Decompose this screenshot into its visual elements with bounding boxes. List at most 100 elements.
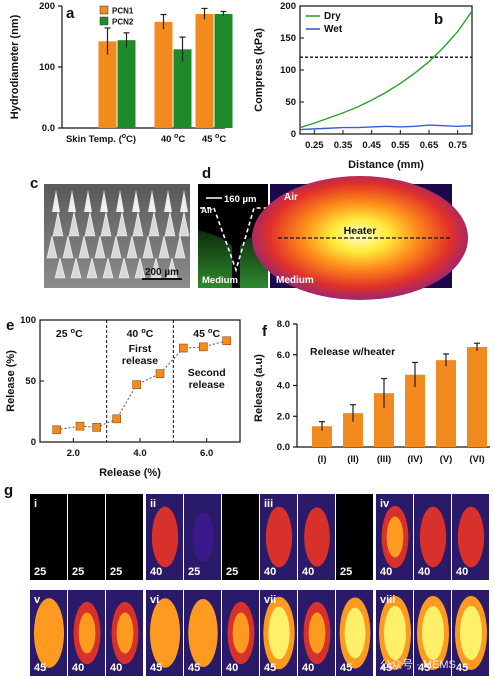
a-ytick-label: 100 (39, 62, 55, 73)
a-legend-label: PCN2 (112, 18, 134, 27)
g-roman-label: vi (150, 594, 159, 606)
g-temperature-label: 45 (456, 662, 468, 674)
g-roman-label: viii (380, 594, 395, 606)
e-data-point (179, 343, 188, 353)
g-temperature-label: 40 (264, 566, 276, 578)
e-data-point (155, 369, 165, 378)
f-ytick-label: 6.0 (277, 350, 290, 361)
c-microneedle (142, 235, 154, 259)
c-microneedle (78, 235, 90, 259)
c-microneedle (178, 211, 190, 237)
g-heat-core (116, 612, 134, 654)
d-medium-right: Medium (276, 275, 314, 286)
f-y-axis-title: Release (a.u) (253, 354, 265, 422)
c-microneedle-tip (84, 190, 92, 212)
e-data-point (92, 423, 101, 432)
g-temperature-label: 40 (302, 662, 314, 674)
e-y-axis-title: Release (%) (5, 350, 17, 412)
g-roman-label: ii (150, 498, 156, 510)
b-xtick-label: 0.35 (334, 140, 353, 151)
panel-c-sem-image: c 200 µm (30, 175, 190, 288)
c-scale-label: 200 µm (145, 267, 179, 278)
e-ytick-label: 100 (20, 315, 36, 326)
e-xtick-label: 4.0 (133, 448, 146, 459)
g-temperature-label: 40 (72, 662, 84, 674)
g-temperature-label: 45 (418, 662, 430, 674)
a-bar-pcn1 (195, 13, 214, 128)
c-microneedle-tip (100, 190, 108, 212)
c-microneedle (94, 235, 106, 259)
a-legend-label: PCN1 (112, 7, 134, 16)
c-microneedle (62, 235, 74, 259)
b-xtick-label: 0.65 (420, 140, 439, 151)
e-region-label: 45 oC (193, 326, 220, 340)
g-temperature-label: 40 (418, 566, 430, 578)
f-xtick-label: (V) (440, 454, 453, 465)
e-xtick-label: 2.0 (67, 448, 80, 459)
c-microneedle-tip (116, 190, 124, 212)
c-microneedle (134, 257, 146, 279)
c-microneedle-tip (164, 190, 172, 212)
g-heat-core (460, 606, 482, 660)
e-data-point (112, 414, 121, 424)
e-data-point (52, 425, 61, 435)
g-temperature-label: 25 (340, 566, 352, 578)
a-ytick-label: 0.0 (42, 123, 55, 134)
g-heat-core (154, 608, 176, 658)
c-microneedle (118, 257, 130, 279)
e-ytick-label: 50 (25, 376, 36, 387)
e-ytick-label: 0 (31, 437, 36, 448)
f-xtick-label: (VI) (469, 454, 484, 465)
panel-f-bar-chart: f Release w/heater 0.0 2.0 4.0 6.0 8.0 (I) (I… (253, 319, 490, 465)
b-legend-label: Dry (324, 11, 341, 22)
e-region-note: release (189, 379, 225, 391)
g-temperature-label: 25 (72, 566, 84, 578)
c-microneedle (148, 211, 160, 237)
d-scale-label: 160 µm (224, 194, 256, 205)
f-xtick-label: (III) (377, 454, 391, 465)
d-needle-outline (200, 207, 268, 273)
g-heat-core (232, 612, 250, 654)
c-microneedle (68, 211, 80, 237)
b-legend-label: Wet (324, 24, 343, 35)
panel-label-e: e (6, 317, 14, 334)
panel-label-c: c (30, 175, 38, 192)
a-bar-pcn2 (173, 49, 192, 129)
c-microneedle (116, 211, 128, 237)
g-temperature-label: 45 (380, 662, 392, 674)
c-microneedle (132, 211, 144, 237)
g-temperature-label: 40 (150, 566, 162, 578)
e-region-note: Second (188, 367, 226, 379)
g-heat-core (309, 518, 325, 556)
f-xtick-label: (IV) (407, 454, 422, 465)
a-bar-pcn2 (117, 40, 136, 128)
e-x-axis-title: Release (%) (99, 467, 161, 479)
g-roman-label: iii (264, 498, 273, 510)
g-temperature-label: 25 (226, 566, 238, 578)
panel-label-g: g (4, 482, 13, 499)
f-ytick-label: 8.0 (277, 319, 290, 330)
g-heat-core (156, 517, 174, 557)
g-roman-label: i (34, 498, 37, 510)
g-heat-core (424, 517, 442, 557)
f-xtick-label: (II) (347, 454, 359, 465)
g-heat-core (78, 612, 96, 654)
c-microneedle-tip (52, 190, 60, 212)
e-xtick-label: 6.0 (200, 448, 213, 459)
a-xtick-label: Skin Temp. (oC) (66, 133, 136, 145)
g-roman-label: v (34, 594, 41, 606)
e-region-note: First (129, 343, 152, 355)
g-roman-label: iv (380, 498, 390, 510)
c-microneedle (126, 235, 138, 259)
a-bar-pcn2 (214, 13, 233, 128)
g-heat-core (268, 606, 290, 660)
f-bar (374, 393, 394, 447)
panel-d-thermal-image: d 160 µm Air Medium Air Heater Medium (198, 165, 468, 300)
g-heat-core (270, 517, 288, 557)
g-heat-core (344, 607, 366, 659)
a-bar-pcn1 (154, 21, 173, 128)
g-temperature-label: 40 (380, 566, 392, 578)
f-ytick-label: 2.0 (277, 411, 290, 422)
a-xtick-label: 40 oC (161, 133, 186, 145)
g-heat-core (386, 516, 404, 558)
